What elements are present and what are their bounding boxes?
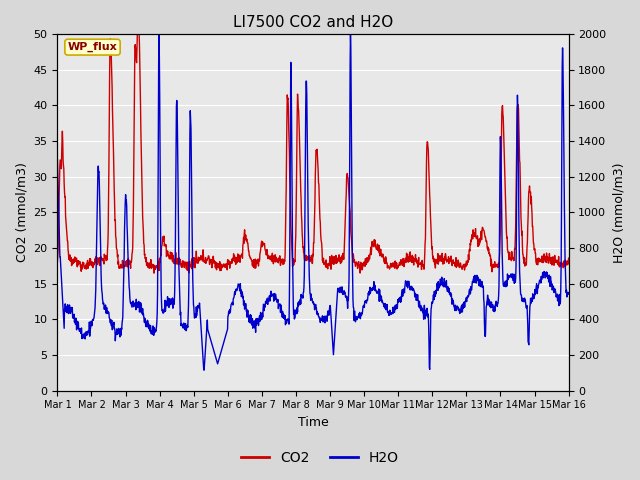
Legend: CO2, H2O: CO2, H2O: [236, 445, 404, 471]
X-axis label: Time: Time: [298, 416, 328, 429]
Title: LI7500 CO2 and H2O: LI7500 CO2 and H2O: [233, 15, 393, 30]
Y-axis label: H2O (mmol/m3): H2O (mmol/m3): [612, 162, 625, 263]
Y-axis label: CO2 (mmol/m3): CO2 (mmol/m3): [15, 162, 28, 262]
Text: WP_flux: WP_flux: [68, 42, 117, 52]
